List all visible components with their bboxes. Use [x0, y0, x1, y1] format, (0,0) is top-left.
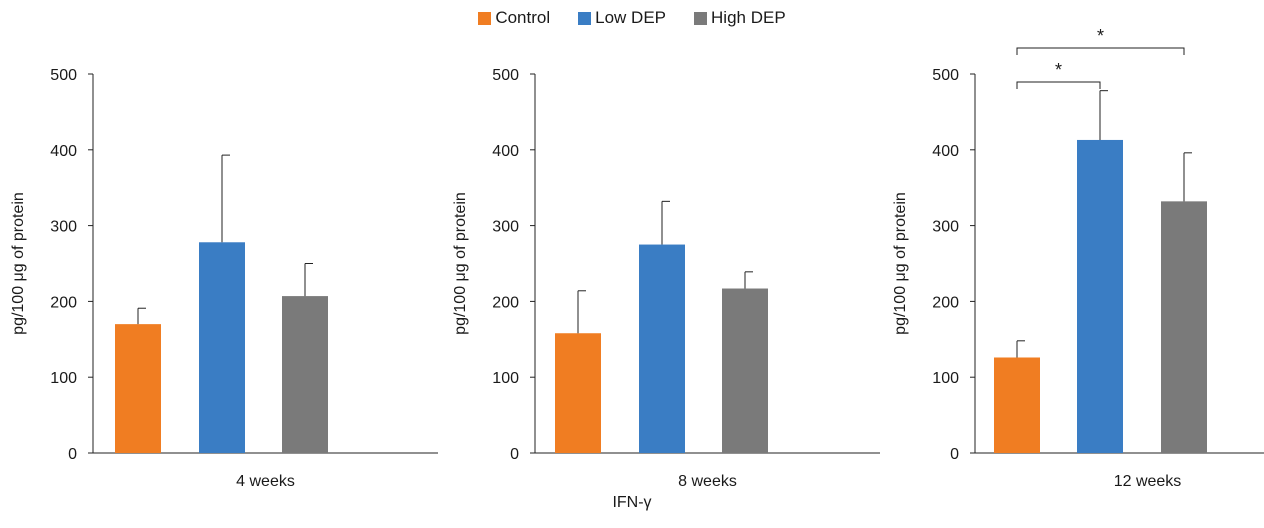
x-axis-label: 12 weeks	[1114, 473, 1182, 490]
legend: Control Low DEP High DEP	[0, 8, 1264, 28]
y-tick-label: 100	[50, 370, 77, 387]
bar-high-dep	[722, 288, 768, 453]
cytokine-label: IFN-γ	[612, 494, 652, 511]
y-tick-label: 300	[50, 219, 77, 236]
y-tick-label: 500	[50, 67, 77, 84]
y-axis-label: pg/100 μg of protein	[452, 192, 469, 335]
y-tick-label: 200	[932, 294, 959, 311]
y-tick-label: 0	[68, 446, 77, 463]
y-tick-label: 500	[492, 67, 519, 84]
y-tick-label: 300	[932, 219, 959, 236]
bar-control	[115, 324, 161, 453]
significance-bracket	[1016, 47, 1185, 55]
y-tick-label: 400	[50, 143, 77, 160]
bar-control	[994, 357, 1040, 453]
y-tick-label: 100	[932, 370, 959, 387]
y-tick-label: 0	[510, 446, 519, 463]
legend-item-1: Low DEP	[578, 8, 666, 28]
y-tick-label: 400	[932, 143, 959, 160]
x-axis-label: 4 weeks	[236, 473, 295, 490]
bar-low-dep	[199, 242, 245, 453]
bar-control	[555, 333, 601, 453]
y-tick-label: 300	[492, 219, 519, 236]
legend-swatch	[694, 11, 708, 25]
y-tick-label: 500	[932, 67, 959, 84]
y-tick-label: 0	[950, 446, 959, 463]
y-tick-label: 100	[492, 370, 519, 387]
chart-panel-3: 0 100 200 300 400 500 pg/100 μg of protein 12 w…	[892, 26, 1264, 490]
legend-item-0: Control	[478, 8, 550, 28]
x-axis-label: 8 weeks	[678, 473, 737, 490]
y-axis-label: pg/100 μg of protein	[892, 192, 909, 335]
legend-item-2: High DEP	[694, 8, 786, 28]
chart-panel-2: 0 100 200 300 400 500 pg/100 μg of protein 8 we…	[452, 67, 880, 490]
legend-label: Control	[495, 8, 551, 27]
y-tick-label: 200	[492, 294, 519, 311]
bar-high-dep	[1161, 201, 1207, 453]
legend-swatch	[578, 11, 592, 25]
legend-label: High DEP	[711, 8, 786, 27]
legend-swatch	[478, 11, 492, 25]
significance-bracket	[1016, 81, 1101, 89]
significance-star: *	[1055, 60, 1062, 80]
chart-panel-1: 0 100 200 300 400 500 pg/100 μg of protein 4 we…	[10, 67, 438, 490]
y-tick-label: 400	[492, 143, 519, 160]
bar-low-dep	[1077, 139, 1123, 454]
legend-label: Low DEP	[595, 8, 667, 27]
y-axis-label: pg/100 μg of protein	[10, 192, 27, 335]
bar-high-dep	[282, 296, 328, 453]
y-tick-label: 200	[50, 294, 77, 311]
bar-low-dep	[639, 244, 685, 453]
significance-star: *	[1097, 26, 1104, 46]
